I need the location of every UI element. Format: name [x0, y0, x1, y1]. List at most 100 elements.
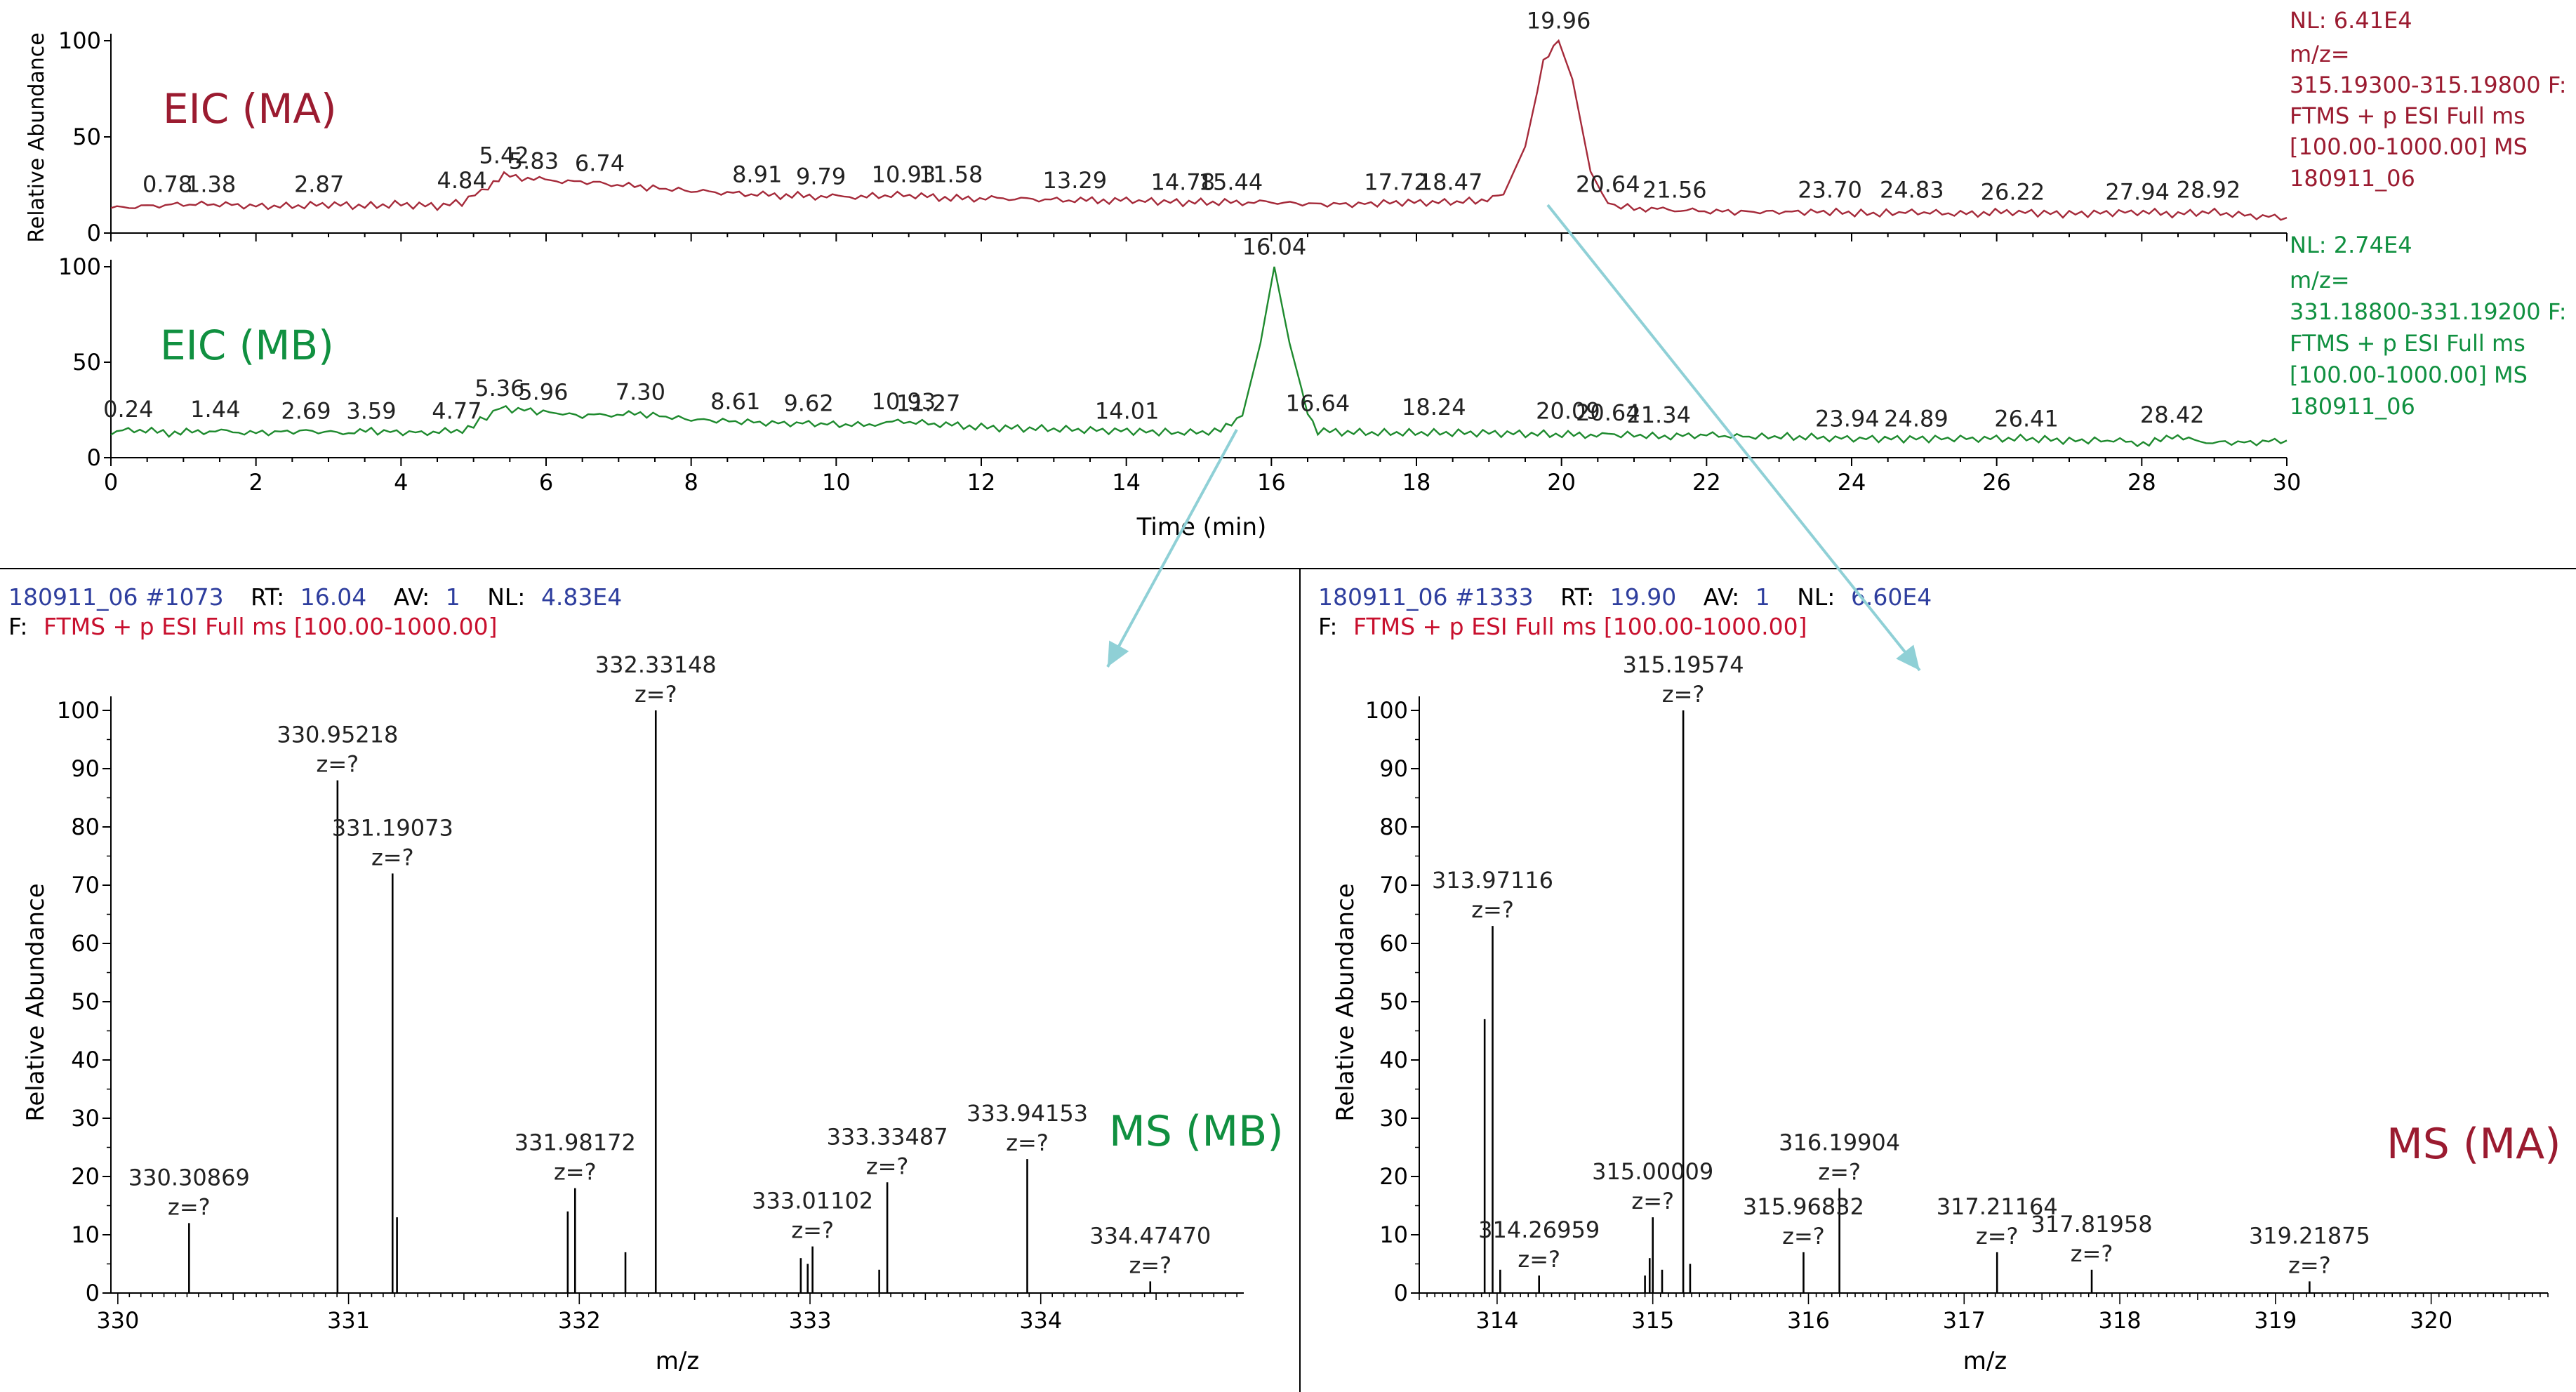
peak-charge-label: z=?: [866, 1153, 909, 1179]
eic-mb-info-line: 180911_06: [2290, 393, 2415, 420]
peak-label: 11.27: [896, 390, 961, 417]
eic-ma-ticks: 0 50 100: [58, 27, 2288, 246]
x-tick-label: 334: [1019, 1307, 1062, 1334]
x-tick-label: 315: [1631, 1307, 1674, 1334]
ms-ma-header: 180911_06 #1333 RT: 19.90 AV: 1 NL: 6.60…: [1318, 583, 1932, 611]
y-tick-label: 70: [71, 872, 100, 899]
y-tick-label: 50: [1379, 988, 1408, 1015]
peak-label: 4.84: [437, 167, 487, 194]
peak-mz-label: 315.96832: [1743, 1193, 1864, 1220]
peak-mz-label: 331.19073: [332, 814, 453, 841]
peak-label: 6.74: [575, 150, 625, 176]
peak-mz-label: 315.19574: [1623, 651, 1744, 678]
ms-mb-rt: 16.04: [300, 583, 366, 611]
peak-label: 20.09: [1536, 397, 1600, 424]
x-tick-label: 12: [967, 469, 996, 496]
peak-label: 10.93: [872, 161, 936, 188]
peak-label: 8.61: [710, 388, 760, 415]
x-tick-label: 20: [1547, 469, 1576, 496]
ms-ma-nl-label: NL:: [1797, 583, 1835, 611]
arrow-eic-ma-to-ms-ma: [1546, 204, 1921, 672]
peak-label: 1.38: [186, 171, 236, 197]
x-tick-label: 314: [1475, 1307, 1518, 1334]
peak-charge-label: z=?: [1129, 1252, 1171, 1278]
y-tick-label: 100: [58, 27, 101, 54]
y-tick-label: 80: [1379, 814, 1408, 840]
arrow-eic-ma-to-ms-ma-head: [1896, 644, 1920, 670]
peak-label: 2.87: [294, 171, 344, 197]
peak-label: 16.04: [1242, 234, 1307, 260]
peak-label: 4.77: [432, 397, 482, 424]
peak-mz-label: 330.30869: [128, 1164, 250, 1191]
peak-charge-label: z=?: [2071, 1240, 2113, 1267]
peak-charge-label: z=?: [791, 1217, 834, 1244]
ms-mb-peaks: [188, 710, 1152, 1293]
peak-label: 5.42: [479, 142, 529, 168]
ms-ma-av-label: AV:: [1704, 583, 1739, 611]
peak-label: 9.62: [783, 390, 833, 417]
x-tick-label: 317: [1943, 1307, 1986, 1334]
peak-label: 20.64: [1576, 399, 1640, 426]
peak-mz-label: 330.95218: [277, 722, 398, 748]
connector-arrows: [1106, 204, 1921, 672]
eic-ma-chart: 0 50 100 0.781.38 2.87 4.845.425.83 6.74 8.91 9…: [25, 7, 2567, 246]
peak-mz-label: 314.26959: [1478, 1217, 1600, 1243]
x-tick-label: 16: [1257, 469, 1286, 496]
peak-label: 16.64: [1286, 390, 1350, 417]
peak-label: 1.44: [190, 396, 240, 423]
eic-mb-axes: [110, 260, 2287, 458]
peak-mz-label: 315.00009: [1592, 1158, 1713, 1185]
peak-mz-label: 332.33148: [595, 651, 717, 678]
y-tick-label: 50: [72, 349, 101, 376]
y-tick-label: 10: [71, 1221, 100, 1248]
peak-mz-label: 317.81958: [2031, 1211, 2153, 1238]
ms-ma-rt: 19.90: [1610, 583, 1676, 611]
y-tick-label: 20: [71, 1163, 100, 1190]
ms-ma-filter: F: FTMS + p ESI Full ms [100.00-1000.00]: [1318, 613, 1807, 640]
ms-mb-filter-text: FTMS + p ESI Full ms [100.00-1000.00]: [44, 613, 497, 640]
y-tick-label: 10: [1379, 1221, 1408, 1248]
peak-label: 26.41: [1994, 405, 2059, 432]
ms-mb-ticks: 0 10 20 30 40 50 60 70 80 90 100 330 331 332 333 334: [57, 697, 1237, 1334]
peak-label: 17.72: [1364, 169, 1428, 196]
ms-ma-ylabel: Relative Abundance: [1332, 883, 1360, 1121]
x-tick-label: 14: [1112, 469, 1141, 496]
y-tick-label: 0: [86, 1280, 100, 1306]
peak-label: 13.29: [1042, 167, 1107, 194]
peak-charge-label: z=?: [1006, 1129, 1049, 1156]
eic-ma-info-line: [100.00-1000.00] MS: [2290, 133, 2528, 160]
peak-label: 18.47: [1419, 169, 1483, 196]
x-tick-label: 316: [1787, 1307, 1830, 1334]
peak-label: 21.34: [1626, 402, 1691, 428]
ms-mb-header: 180911_06 #1073 RT: 16.04 AV: 1 NL: 4.83…: [8, 583, 622, 611]
x-tick-label: 333: [788, 1307, 831, 1334]
ms-ma-filter-prefix: F:: [1318, 613, 1338, 640]
y-tick-label: 70: [1379, 872, 1408, 899]
ms-ma-title: MS (MA): [2386, 1120, 2561, 1169]
peak-charge-label: z=?: [1818, 1159, 1861, 1186]
ms-mb-nl-label: NL:: [487, 583, 525, 611]
ms-ma-chart: 180911_06 #1333 RT: 19.90 AV: 1 NL: 6.60…: [1318, 583, 2561, 1375]
peak-label: 5.36: [474, 375, 524, 402]
x-tick-label: 0: [104, 469, 118, 496]
y-tick-label: 60: [1379, 930, 1408, 957]
peak-label: 19.96: [1527, 8, 1591, 34]
peak-charge-label: z=?: [554, 1159, 597, 1186]
ms-ma-xlabel: m/z: [1963, 1347, 2007, 1375]
y-tick-label: 80: [71, 814, 100, 840]
peak-charge-label: z=?: [635, 681, 677, 708]
eic-mb-info-line: 331.18800-331.19200 F:: [2290, 298, 2567, 325]
peak-mz-label: 334.47470: [1089, 1222, 1211, 1249]
arrow-eic-mb-to-ms-mb-head: [1108, 640, 1129, 667]
x-tick-label: 24: [1838, 469, 1866, 496]
x-tick-label: 319: [2254, 1307, 2297, 1334]
peak-label: 15.44: [1199, 169, 1263, 196]
peak-charge-label: z=?: [1518, 1246, 1560, 1273]
ms-ma-peaks: [1483, 710, 2311, 1293]
peak-label: 8.91: [732, 161, 782, 188]
peak-charge-label: z=?: [1662, 681, 1705, 708]
y-tick-label: 0: [87, 444, 101, 471]
peak-label: 21.56: [1642, 177, 1707, 204]
